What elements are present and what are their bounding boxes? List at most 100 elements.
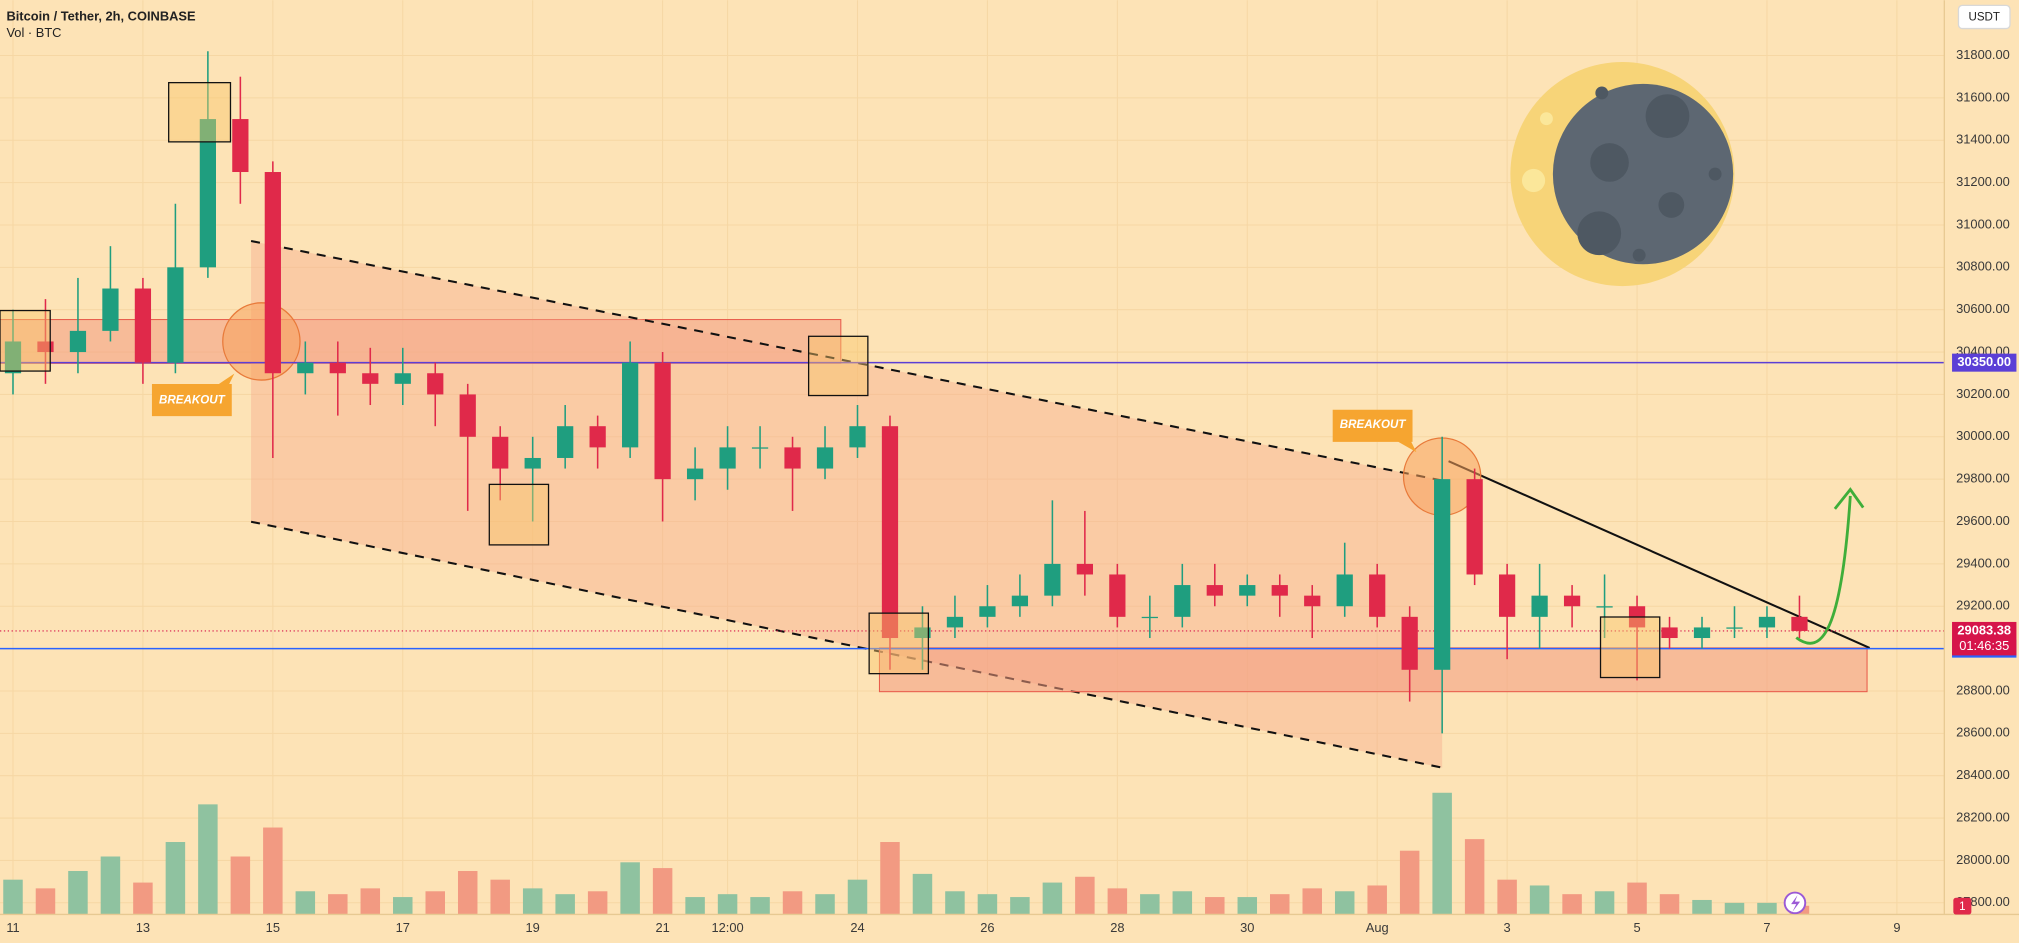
channel-fill	[251, 241, 1443, 768]
volume-bar	[555, 894, 575, 915]
volume-bar	[68, 870, 88, 915]
volume-bar	[620, 862, 640, 915]
candle-body	[1271, 585, 1288, 596]
volume-bar	[1270, 894, 1290, 915]
candle-body	[1044, 563, 1061, 596]
currency-button[interactable]	[1957, 4, 2011, 30]
volume-bar	[815, 894, 835, 915]
badge-shape	[151, 373, 235, 417]
candle-body	[816, 447, 834, 469]
drawings	[0, 240, 1871, 769]
candle-body	[1369, 574, 1386, 617]
candle-body	[492, 436, 509, 469]
volume-bar	[1334, 891, 1355, 915]
volume-bar	[1594, 891, 1615, 915]
volume-bar	[587, 891, 608, 915]
candle-body	[1076, 563, 1093, 575]
x-tick-label: 15	[266, 920, 280, 935]
x-tick-label: 17	[396, 920, 410, 935]
volume-bar	[912, 873, 933, 915]
candle-body	[102, 288, 119, 331]
highlight-box	[168, 81, 232, 143]
candle-body	[622, 362, 639, 448]
candle-body	[4, 341, 22, 374]
candle-body	[881, 426, 899, 639]
volume-bar	[263, 827, 283, 915]
volume-bar	[230, 856, 251, 915]
candle-body	[232, 119, 249, 173]
moon-spot	[1521, 168, 1546, 193]
highlight-box	[0, 309, 51, 372]
candle-body	[1466, 479, 1483, 575]
badge-shape	[1332, 409, 1417, 453]
candle-body	[69, 330, 87, 353]
volume-bar	[1367, 885, 1387, 915]
candle-body	[914, 627, 931, 639]
crater	[1577, 211, 1622, 256]
candle-body	[362, 373, 379, 384]
volume-bar	[1042, 882, 1063, 915]
candle-body	[427, 373, 444, 395]
volume-bar	[328, 894, 348, 915]
highlight-box	[868, 612, 930, 675]
x-tick-label: 19	[526, 920, 540, 935]
moon-spot	[1540, 112, 1553, 126]
breakout-badge: BREAKOUT	[1332, 409, 1417, 453]
lightning-icon	[1791, 895, 1801, 912]
volume-bar	[3, 879, 23, 915]
candle-body	[1239, 585, 1256, 596]
volume-bar	[295, 891, 316, 915]
volume-bar	[1627, 882, 1647, 915]
annotation: BREAKOUT	[159, 395, 226, 407]
moon	[1510, 62, 1735, 287]
volume-bar	[1302, 888, 1322, 915]
y-tick-label: 29200.00	[1956, 598, 2010, 613]
volume-bar	[1075, 876, 1095, 915]
highlight-box	[807, 335, 869, 397]
volume-bar	[425, 891, 445, 915]
volume-bar	[847, 879, 868, 915]
candle-body	[199, 119, 216, 268]
price-label-bg	[1952, 353, 2017, 372]
volume-bar	[522, 888, 543, 915]
crater	[1590, 143, 1629, 182]
currency-button-label[interactable]: USDT	[1968, 12, 2000, 24]
volume-bar	[490, 879, 510, 915]
y-tick-label: 30200.00	[1956, 386, 2010, 401]
price-lines	[0, 361, 1945, 650]
x-tick-label: 9	[1893, 920, 1900, 935]
y-tick-label: 28600.00	[1956, 725, 2010, 740]
y-tick-label: 28200.00	[1956, 809, 2010, 824]
candle-body	[524, 457, 541, 469]
volume-bar	[1724, 902, 1745, 915]
candle-body	[1693, 627, 1711, 639]
crater	[1658, 192, 1685, 218]
y-tick-label: 31800.00	[1956, 47, 2010, 62]
projection-arrow	[1795, 495, 1852, 645]
volume-bar	[393, 897, 413, 915]
volume-bar	[685, 897, 705, 915]
x-tick-label: 5	[1633, 920, 1640, 935]
y-tick-label: 28000.00	[1956, 852, 2010, 867]
support-zone	[878, 647, 1868, 693]
volume-bar	[198, 804, 218, 915]
y-tick-label: 31200.00	[1956, 174, 2010, 189]
y-tick-label: 29600.00	[1956, 513, 2010, 528]
candle-body	[459, 394, 476, 437]
last-price-label: 29083.38	[1957, 622, 2011, 637]
volume-bar	[165, 842, 186, 915]
x-tick-label: 3	[1504, 920, 1511, 935]
x-tick-label: 11	[6, 920, 19, 935]
volume-pane	[3, 792, 1810, 915]
alert-badge[interactable]	[1953, 897, 1972, 915]
candle-body	[654, 362, 671, 480]
volume-bar	[1529, 885, 1550, 915]
y-tick-label: 28800.00	[1956, 682, 2010, 697]
candle-body	[849, 426, 866, 448]
volume-bar	[1464, 839, 1485, 915]
candle-body	[1109, 574, 1126, 617]
countdown-label: 01:46:35	[1959, 638, 2009, 653]
candle-body	[1499, 574, 1516, 617]
